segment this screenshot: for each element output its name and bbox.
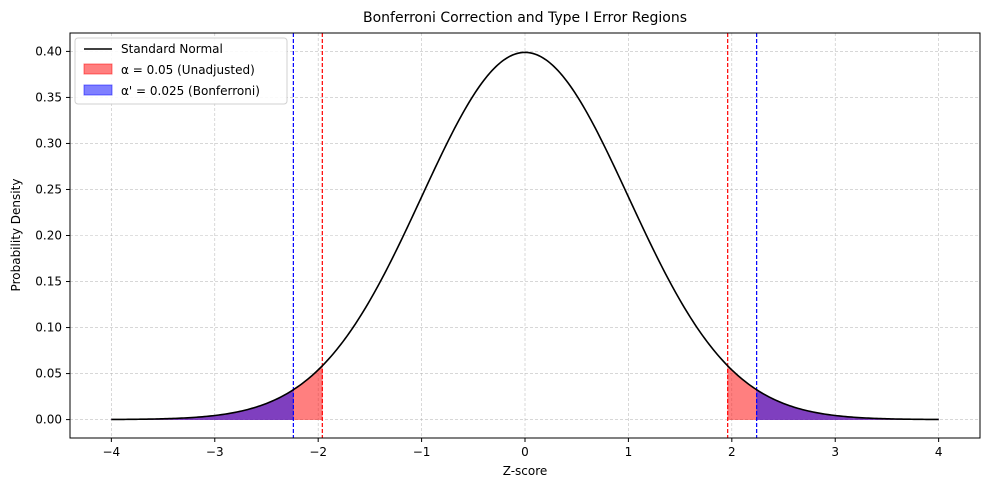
x-tick-label: 4 [935,445,943,459]
y-tick-label: 0.05 [35,367,62,381]
legend-bonferroni-label: α' = 0.025 (Bonferroni) [121,84,260,98]
legend-bonferroni-swatch [83,84,113,96]
legend-box [74,37,288,105]
critical-lines-layer [292,33,758,438]
y-tick-label: 0.15 [35,275,62,289]
x-tick-label: −3 [206,445,224,459]
x-tick-label: 1 [625,445,633,459]
x-tick-label: −2 [309,445,327,459]
y-tick-label: 0.35 [35,90,62,104]
legend: Standard Normal α = 0.05 (Unadjusted) α'… [74,37,288,105]
x-axis-label: Z-score [503,464,548,478]
standard-normal-curve [111,51,939,421]
y-tick-label: 0.20 [35,229,62,243]
x-tick-label: 0 [521,445,529,459]
y-tick-label: 0.10 [35,321,62,335]
x-tick-label: −4 [103,445,121,459]
y-tick-label: 0.25 [35,182,62,196]
chart-title: Bonferroni Correction and Type I Error R… [363,10,687,26]
x-tick-label: 2 [728,445,736,459]
legend-standard-normal-label: Standard Normal [121,42,223,56]
y-tick-label: 0.30 [35,136,62,150]
y-axis-ticks: 0.00 0.05 0.10 0.15 0.20 0.25 0.30 0.35 0.40 [35,44,70,427]
y-tick-label: 0.00 [35,413,62,427]
x-tick-label: −1 [413,445,431,459]
x-axis-ticks: −4 −3 −2 −1 0 1 2 3 4 [103,438,943,459]
x-tick-label: 3 [831,445,839,459]
y-tick-label: 0.40 [35,44,62,58]
legend-unadjusted-label: α = 0.05 (Unadjusted) [121,63,255,77]
legend-unadjusted-swatch [83,63,113,75]
y-axis-label: Probability Density [9,179,23,292]
